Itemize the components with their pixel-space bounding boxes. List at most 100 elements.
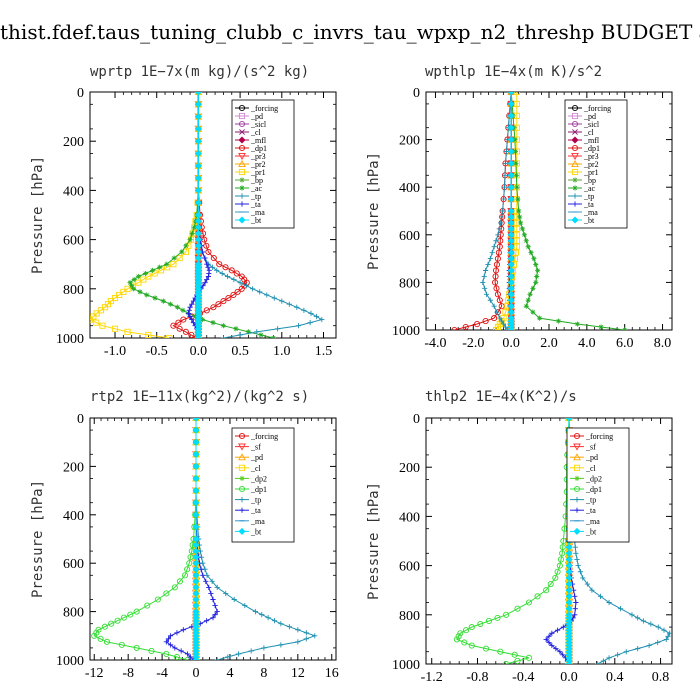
panel-title: thlp2 1E−4x(K^2)/s	[425, 389, 577, 405]
legend-entry: _sicl	[568, 120, 600, 129]
series-marker	[513, 160, 519, 166]
series-marker	[307, 320, 313, 326]
legend-marker	[571, 159, 579, 168]
legend-entry: _ma	[568, 208, 598, 217]
series-marker	[572, 593, 578, 599]
legend-entry: _pr3	[235, 152, 266, 161]
series-marker	[129, 283, 135, 289]
y-tick-label: 0	[77, 86, 84, 101]
y-tick-label: 200	[63, 135, 84, 150]
series-marker	[176, 254, 183, 262]
series-marker	[173, 653, 180, 660]
series-marker	[174, 304, 181, 310]
y-axis-label: Pressure [hPa]	[366, 482, 382, 600]
series-marker	[496, 226, 502, 232]
legend-label: _bt	[583, 216, 595, 225]
legend-entry: _sf	[235, 443, 261, 452]
series-marker	[560, 652, 566, 658]
legend: _forcing _sf_pd _cl_dp2 _dp1 _tp_ta _ma_bt	[566, 427, 630, 543]
series-marker	[187, 654, 194, 660]
series-marker	[515, 196, 521, 202]
series-marker	[504, 327, 510, 330]
legend-entry: _dp2	[570, 474, 602, 483]
legend-entry: _ta	[568, 200, 594, 209]
y-tick-label: 400	[63, 184, 84, 199]
series-marker	[271, 618, 278, 624]
series-marker	[135, 273, 141, 280]
series-marker	[194, 149, 202, 158]
series-marker	[555, 318, 562, 324]
series-marker	[565, 418, 573, 422]
legend-entry: _bp	[235, 176, 263, 185]
legend-marker	[238, 120, 246, 128]
series-marker	[489, 250, 495, 256]
y-tick-label: 400	[399, 181, 420, 196]
plot-area	[453, 418, 672, 664]
legend-marker	[572, 129, 578, 135]
series-marker	[525, 297, 531, 303]
series-marker	[492, 326, 500, 330]
series-marker	[192, 426, 200, 434]
plot-area	[91, 418, 318, 660]
series-marker	[149, 267, 156, 273]
series-marker	[635, 615, 641, 621]
x-tick-label: 8	[260, 666, 267, 681]
series-marker	[498, 220, 504, 226]
series-marker	[629, 612, 635, 618]
legend-label: _mfl	[250, 136, 267, 145]
series-marker	[184, 651, 191, 657]
series-marker	[192, 462, 200, 470]
series-marker	[313, 313, 320, 320]
series-marker	[528, 250, 534, 256]
series-marker	[230, 291, 237, 299]
legend-label: _sf	[250, 443, 261, 452]
series-marker	[560, 624, 566, 630]
series-marker	[507, 195, 515, 203]
series-marker	[615, 652, 621, 658]
legend-label: _ac	[583, 184, 596, 193]
series-marker	[93, 310, 100, 317]
series-marker	[101, 623, 108, 630]
legend-entry: _sf	[570, 443, 596, 452]
legend-label: _pr1	[583, 168, 599, 177]
series-marker	[192, 511, 200, 519]
series-marker	[507, 326, 515, 330]
legend-entry: _forcing	[568, 104, 611, 113]
series-marker	[192, 523, 200, 531]
series-marker	[178, 648, 184, 654]
series-marker	[295, 627, 301, 633]
series-marker	[97, 635, 104, 642]
legend-entry: _dp1	[568, 144, 600, 153]
legend-label: _dp1	[583, 144, 600, 153]
series-marker	[482, 318, 489, 325]
series-marker	[493, 285, 500, 292]
legend-marker	[571, 120, 579, 128]
series-marker	[166, 334, 173, 338]
series-marker	[518, 220, 524, 226]
series-marker	[502, 172, 508, 178]
legend-label: _pd	[250, 453, 263, 462]
legend-entry: _mfl	[235, 136, 267, 145]
chart-panel-2: wpthlp 1E−4x(m K)/s^2 Pressure [hPa] -4.0 -…	[366, 64, 673, 351]
series-marker	[185, 310, 191, 316]
series-marker	[275, 326, 281, 332]
series-marker	[233, 326, 239, 332]
series-marker	[617, 606, 624, 612]
series-marker	[235, 651, 242, 657]
series-marker	[124, 328, 131, 335]
series-marker	[483, 291, 490, 297]
legend-entry: _bt	[568, 216, 595, 225]
series-line	[165, 418, 218, 660]
series-marker	[557, 649, 563, 655]
legend-marker	[239, 185, 245, 191]
series-marker	[474, 320, 481, 328]
legend-entry: _bt	[570, 527, 597, 536]
legend-marker	[572, 201, 578, 207]
series-marker	[190, 657, 197, 660]
series-marker	[219, 270, 225, 277]
series-marker	[142, 270, 149, 277]
series-marker	[237, 280, 243, 286]
legend-marker	[573, 432, 581, 440]
series-marker	[210, 320, 216, 326]
